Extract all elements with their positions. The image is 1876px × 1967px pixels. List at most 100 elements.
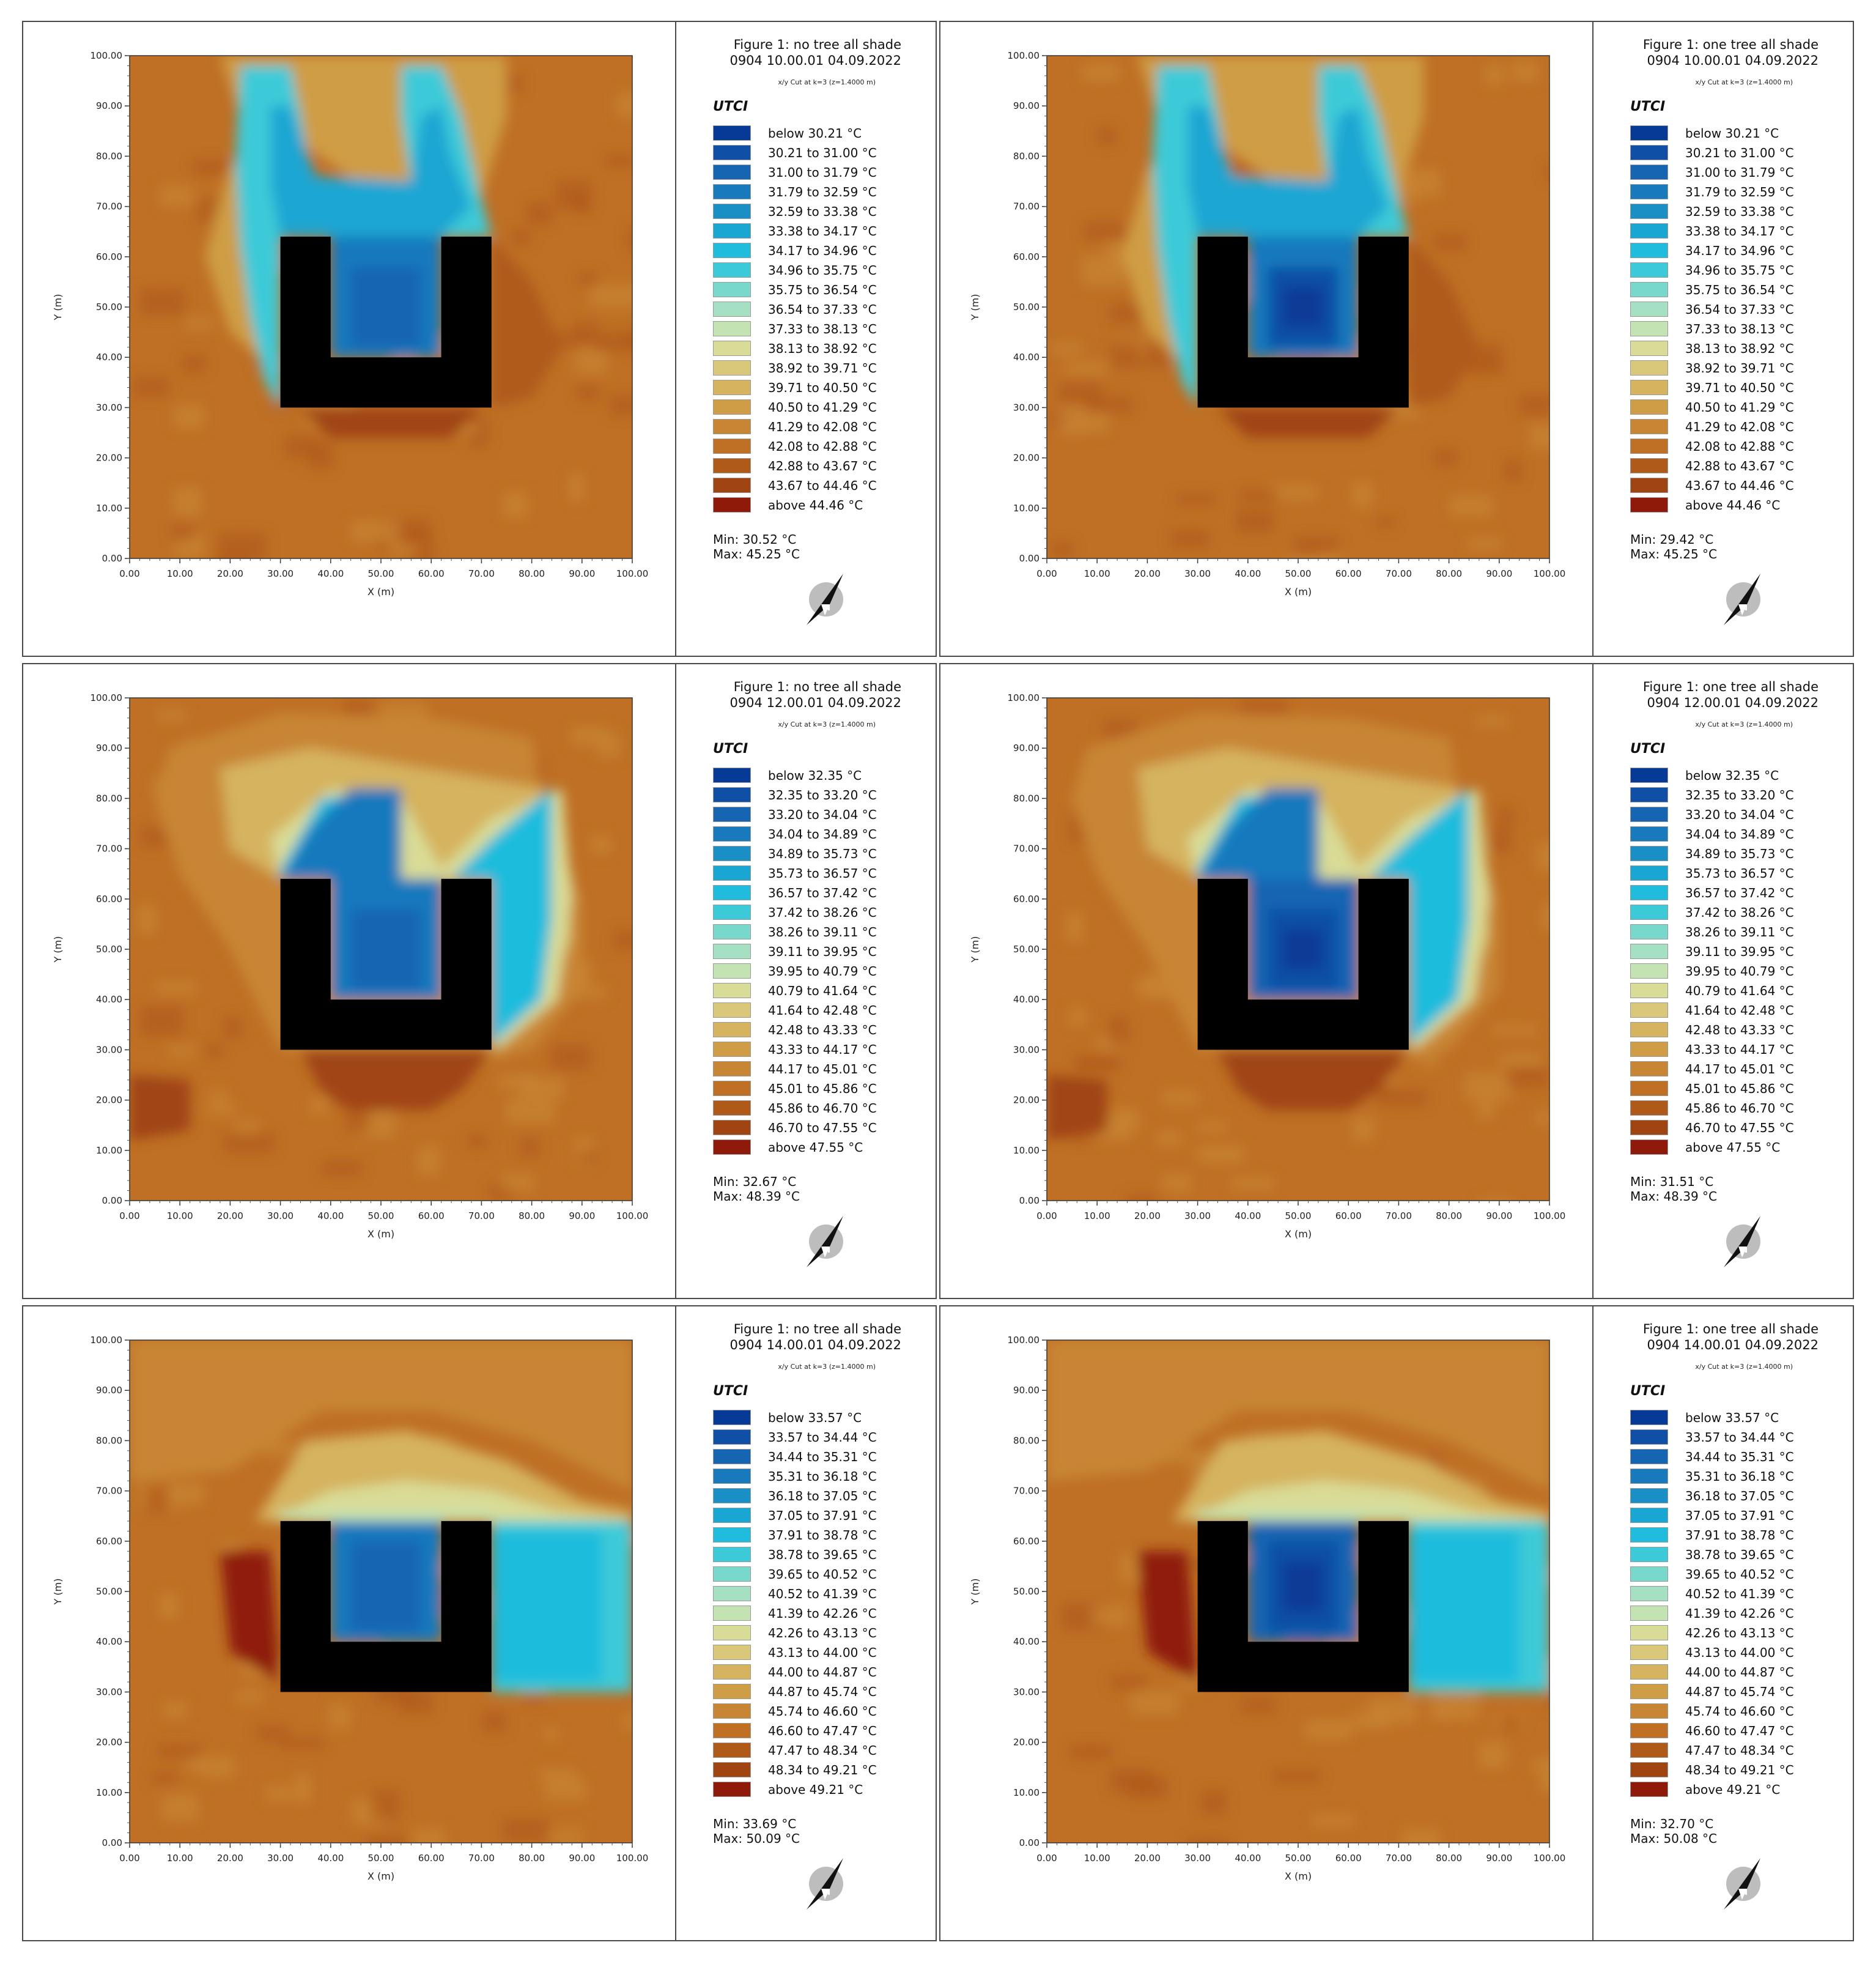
x-tick-label: 20.00: [217, 1853, 243, 1864]
utci-heatmap: 0.00 0.00 10.00 10.00 20.00 20.00 30.00 30.00 40…: [969, 1335, 1565, 1882]
heatmap-region: [491, 236, 562, 408]
figure-title-line1: Figure 1: no tree all shade: [733, 1322, 901, 1336]
building: [280, 236, 492, 408]
legend-swatch: [1630, 846, 1668, 861]
legend-label: 39.95 to 40.79 °C: [768, 964, 877, 979]
heatmap-cell: [542, 1728, 559, 1739]
x-tick-label: 30.00: [1184, 568, 1211, 579]
heatmap-cell: [1530, 424, 1549, 450]
heatmap-cell: [1131, 1691, 1179, 1715]
figure-title-line1: Figure 1: one tree all shade: [1642, 1322, 1819, 1336]
legend-label: 34.04 to 34.89 °C: [1685, 827, 1794, 842]
legend-swatch: [1630, 1782, 1668, 1797]
panel-divider: [1592, 22, 1593, 656]
heatmap-cell: [1197, 1146, 1246, 1163]
legend-label: 40.52 to 41.39 °C: [1685, 1587, 1794, 1601]
y-tick-label: 40.00: [1013, 1636, 1040, 1647]
heatmap-cell: [1540, 1769, 1549, 1792]
heatmap-cell: [220, 1542, 238, 1553]
x-tick-label: 100.00: [1534, 568, 1566, 579]
legend-label: 33.20 to 34.04 °C: [1685, 807, 1794, 822]
y-tick-label: 90.00: [96, 1385, 122, 1396]
heatmap-cell: [575, 349, 608, 374]
legend-label: 33.20 to 34.04 °C: [768, 807, 877, 822]
heatmap-cell: [1284, 557, 1332, 558]
heatmap-cell: [1051, 542, 1074, 557]
svg-text:N: N: [1741, 1888, 1748, 1897]
heatmap-cell: [328, 1703, 351, 1730]
heatmap-region: [350, 909, 421, 990]
y-tick-label: 0.00: [102, 1837, 122, 1848]
heatmap-cell: [235, 1690, 264, 1703]
heatmap-cell: [1467, 538, 1502, 550]
legend-swatch: [1630, 787, 1668, 802]
heatmap-cell: [594, 332, 632, 352]
legend-swatch: [1630, 1508, 1668, 1523]
heatmap-cell: [157, 1744, 202, 1758]
heatmap-region: [491, 1531, 602, 1682]
heatmap-cell: [1504, 459, 1521, 481]
legend-panel: Figure 1: one tree all shade 0904 12.00.0…: [1593, 664, 1853, 1298]
heatmap-cell: [1127, 1777, 1168, 1799]
y-tick-label: 60.00: [96, 894, 122, 905]
legend-panel: Figure 1: no tree all shade 0904 10.00.01…: [676, 22, 936, 656]
legend-label: 31.00 to 31.79 °C: [1685, 165, 1794, 180]
legend-label: 33.38 to 34.17 °C: [768, 224, 877, 239]
min-value: Min: 33.69 °C: [713, 1817, 797, 1831]
y-tick-label: 50.00: [96, 302, 122, 313]
x-tick-label: 10.00: [1084, 1853, 1110, 1864]
y-tick-label: 0.00: [1019, 1195, 1040, 1206]
x-tick-label: 40.00: [1235, 568, 1261, 579]
y-tick-label: 0.00: [102, 553, 122, 564]
y-tick-label: 20.00: [1013, 453, 1040, 464]
legend-label: 44.87 to 45.74 °C: [1685, 1684, 1794, 1699]
y-tick-label: 0.00: [1019, 1837, 1040, 1848]
heatmap-cell: [1060, 406, 1084, 435]
y-tick-label: 50.00: [1013, 944, 1040, 955]
legend-swatch: [713, 1527, 751, 1543]
legend-swatch: [713, 1547, 751, 1562]
y-tick-label: 30.00: [96, 402, 122, 413]
cut-subtitle: x/y Cut at k=3 (z=1.4000 m): [778, 1363, 876, 1371]
y-tick-label: 100.00: [1008, 692, 1040, 703]
legend-label: 44.17 to 45.01 °C: [1685, 1062, 1794, 1076]
north-arrow-icon: N: [1712, 569, 1773, 630]
y-tick-label: 10.00: [96, 1787, 122, 1798]
legend-label: 40.79 to 41.64 °C: [1685, 984, 1794, 998]
legend-swatch: [1630, 768, 1668, 783]
legend-label: 36.57 to 37.42 °C: [1685, 886, 1794, 900]
legend-swatch: [1630, 983, 1668, 998]
legend-label: below 32.35 °C: [768, 768, 862, 783]
heatmap-cell: [549, 1829, 584, 1843]
x-tick-label: 80.00: [519, 1210, 545, 1221]
heatmap-cell: [1066, 911, 1084, 942]
legend-label: 40.52 to 41.39 °C: [768, 1587, 877, 1601]
y-tick-label: 20.00: [96, 1737, 122, 1748]
legend-swatch: [1630, 243, 1668, 258]
x-tick-label: 10.00: [167, 568, 193, 579]
y-axis-label: Y (m): [969, 1579, 981, 1606]
legend-label: 46.60 to 47.47 °C: [1685, 1724, 1794, 1738]
panel-divider: [1592, 664, 1593, 1298]
legend-swatch: [1630, 1664, 1668, 1680]
legend-label: 37.42 to 38.26 °C: [768, 905, 877, 920]
y-tick-label: 90.00: [1013, 100, 1040, 111]
legend-label: 45.74 to 46.60 °C: [768, 1704, 877, 1719]
y-tick-label: 90.00: [96, 100, 122, 111]
legend-swatch: [1630, 924, 1668, 939]
y-tick-label: 0.00: [1019, 553, 1040, 564]
legend-swatch: [713, 1606, 751, 1621]
heatmap-cell: [1431, 1694, 1480, 1721]
x-axis-label: X (m): [367, 1228, 394, 1240]
figure-title-line2: 0904 14.00.01 04.09.2022: [1647, 1338, 1819, 1352]
figure-panel: 0.00 0.00 10.00 10.00 20.00 20.00 30.00 30.00 40…: [939, 663, 1854, 1299]
legend-label: 43.13 to 44.00 °C: [768, 1645, 877, 1660]
x-tick-label: 10.00: [1084, 1210, 1110, 1221]
min-max: Min: 32.70 °C Max: 50.08 °C: [1630, 1817, 1717, 1846]
legend-swatch: [1630, 302, 1668, 317]
x-axis-label: X (m): [367, 586, 394, 598]
legend-label: 42.48 to 43.33 °C: [1685, 1023, 1794, 1037]
legend-label: 44.00 to 44.87 °C: [1685, 1665, 1794, 1680]
legend-swatch: [1630, 419, 1668, 434]
legend-label: 45.86 to 46.70 °C: [1685, 1101, 1794, 1116]
